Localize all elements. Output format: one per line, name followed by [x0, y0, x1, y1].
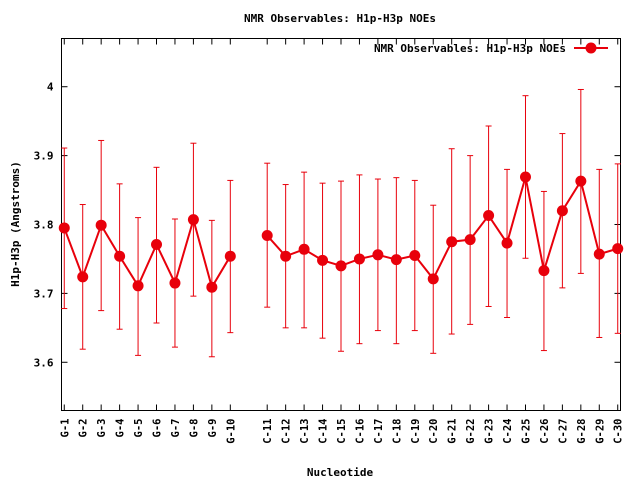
data-point [317, 254, 329, 266]
data-point [593, 248, 605, 260]
data-point [612, 243, 624, 255]
x-tick-label: G-5 [133, 419, 145, 438]
x-tick-label: C-12 [281, 419, 293, 444]
y-axis: 3.6 3.7 3.8 3.9 4 [34, 81, 621, 369]
data-point [372, 249, 384, 261]
x-tick-label: G-29 [594, 419, 606, 444]
x-tick-label: C-30 [613, 419, 625, 444]
data-point [519, 171, 531, 183]
series-layer [58, 88, 624, 358]
x-tick-label: C-13 [299, 419, 311, 444]
x-tick-label: C-18 [391, 419, 403, 444]
x-tick-label: G-7 [170, 419, 182, 438]
data-point [95, 219, 107, 231]
y-tick-label: 3.6 [34, 356, 54, 369]
data-point [298, 243, 310, 255]
legend-label: NMR Observables: H1p-H3p NOEs [374, 42, 566, 55]
legend: NMR Observables: H1p-H3p NOEs [374, 42, 608, 55]
x-tick-label: G-10 [225, 419, 237, 444]
x-tick-label: G-3 [96, 419, 108, 438]
x-tick-label: C-24 [502, 419, 514, 444]
data-point [58, 222, 70, 234]
y-tick-label: 3.8 [34, 219, 54, 232]
data-point [224, 250, 236, 262]
data-point [483, 210, 495, 222]
x-tick-label: G-1 [59, 419, 71, 438]
x-tick-label: C-19 [410, 419, 422, 444]
data-point [427, 273, 439, 285]
x-axis-label: Nucleotide [307, 466, 374, 479]
chart-title: NMR Observables: H1p-H3p NOEs [244, 12, 436, 25]
x-tick-label: G-6 [152, 419, 164, 438]
data-point [114, 250, 126, 262]
x-tick-label: G-23 [484, 419, 496, 444]
x-axis: G-1 G-2 G-3 G-4 G-5 G-6 G-7 G-8 G-9 G-10 C-11 C-12 C… [59, 38, 625, 444]
data-point [206, 281, 218, 293]
data-point [77, 271, 89, 283]
data-point [464, 234, 476, 246]
y-axis-label: H1p-H3p (Angstroms) [9, 161, 22, 287]
legend-marker [585, 42, 597, 54]
series [58, 88, 624, 358]
data-point [409, 250, 421, 261]
data-point [556, 205, 568, 217]
data-point [280, 250, 292, 262]
data-point [575, 175, 587, 187]
x-tick-label: C-27 [557, 419, 569, 444]
x-tick-label: C-17 [373, 419, 385, 444]
y-tick-label: 3.7 [34, 287, 54, 300]
x-tick-label: C-15 [336, 419, 348, 444]
x-tick-label: G-25 [520, 419, 532, 444]
data-point [169, 277, 181, 289]
data-point [261, 230, 273, 242]
y-tick-label: 3.9 [34, 150, 54, 163]
x-tick-label: G-21 [447, 419, 459, 444]
x-tick-label: G-8 [188, 419, 200, 438]
x-tick-label: G-22 [465, 419, 477, 444]
x-tick-label: G-4 [115, 419, 127, 438]
x-tick-label: C-14 [318, 419, 330, 444]
x-tick-label: C-26 [539, 419, 551, 444]
x-tick-label: C-16 [354, 419, 366, 444]
data-point [335, 260, 347, 272]
data-point [353, 253, 365, 265]
data-point [132, 280, 144, 292]
x-tick-label: G-9 [207, 419, 219, 438]
x-tick-label: C-11 [262, 419, 274, 444]
x-tick-label: G-28 [576, 419, 588, 444]
data-point [538, 265, 550, 277]
data-point [390, 254, 402, 266]
data-point [151, 238, 163, 250]
data-point [446, 236, 458, 248]
series-line [63, 215, 232, 290]
data-point [501, 237, 513, 249]
x-tick-label: G-2 [78, 419, 90, 438]
y-tick-label: 4 [47, 81, 54, 94]
data-point [187, 214, 199, 226]
x-tick-label: C-20 [428, 419, 440, 444]
